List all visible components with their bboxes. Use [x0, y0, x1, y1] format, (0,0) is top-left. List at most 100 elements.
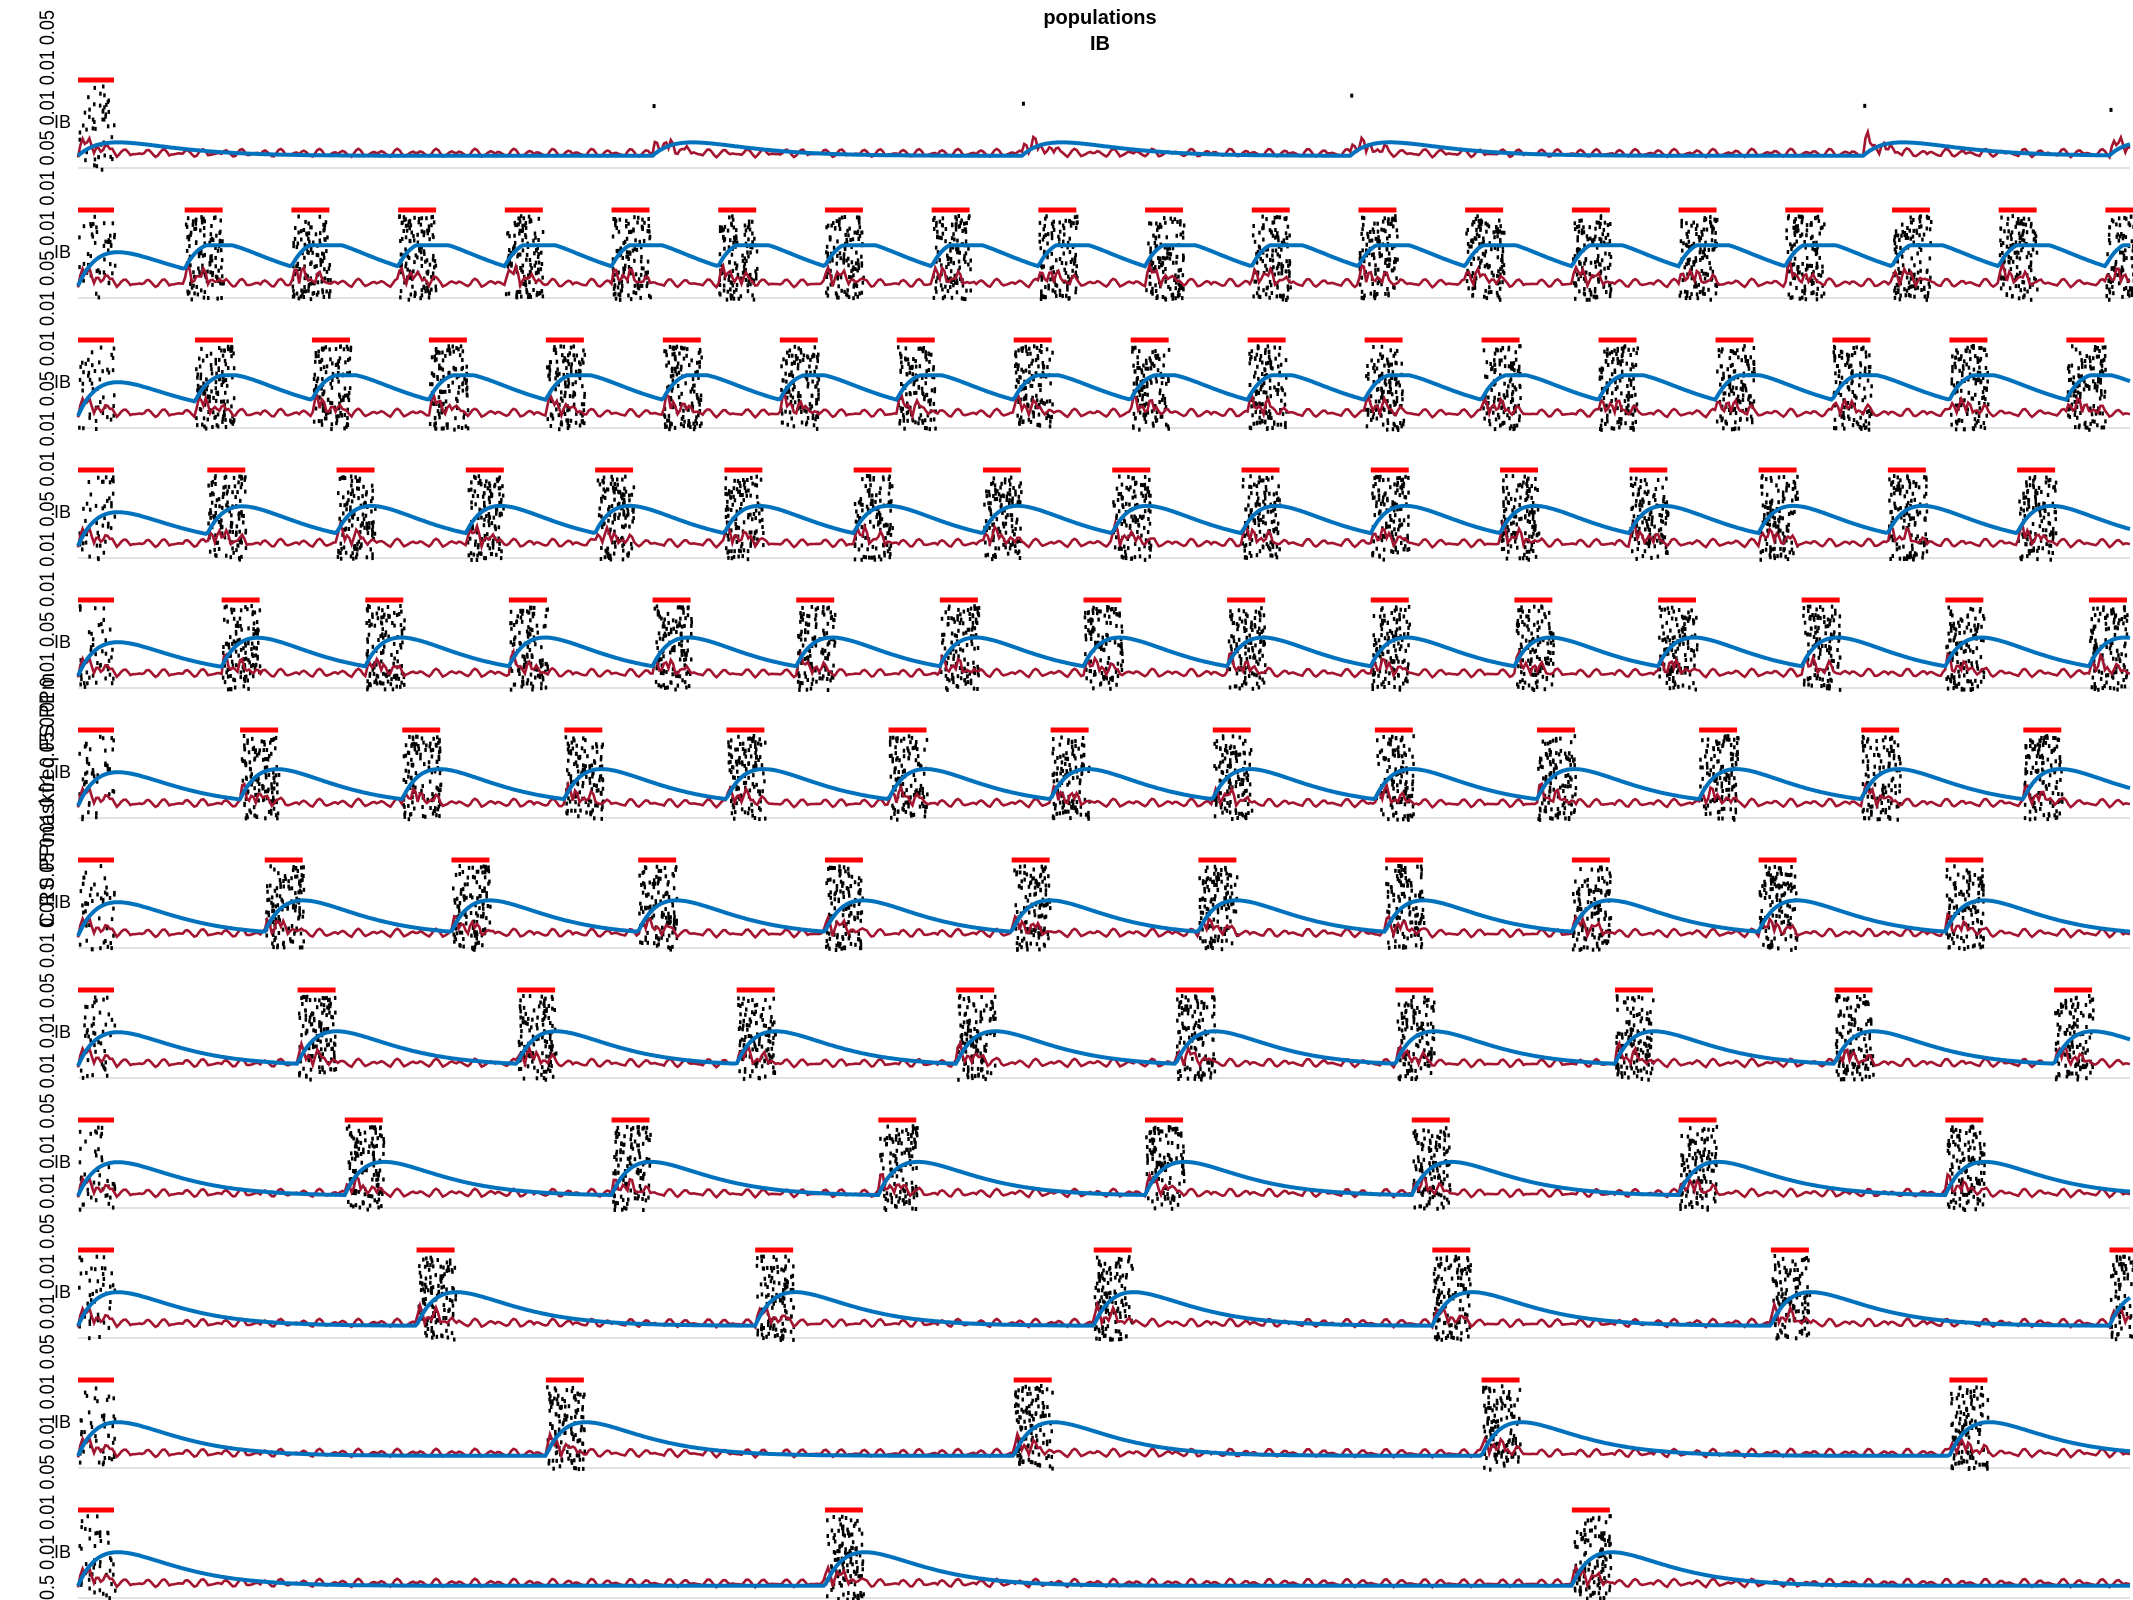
spike	[293, 236, 297, 241]
spike	[560, 422, 564, 427]
spike	[446, 422, 449, 427]
spike	[1401, 389, 1404, 394]
spike	[853, 281, 856, 286]
spike	[345, 424, 348, 429]
spike	[226, 344, 230, 349]
spike	[197, 250, 201, 255]
spike	[224, 474, 228, 479]
spike	[1511, 398, 1515, 403]
spike	[1606, 347, 1609, 352]
spike	[1277, 382, 1280, 387]
spike	[231, 546, 234, 551]
spike	[1731, 408, 1735, 413]
spike	[1377, 358, 1380, 363]
spike	[1793, 219, 1796, 224]
spike	[1599, 216, 1603, 220]
spike	[907, 361, 910, 366]
spike	[1063, 267, 1066, 272]
spike	[668, 424, 672, 429]
spike	[1394, 214, 1397, 219]
spike	[244, 475, 247, 480]
spike	[1051, 288, 1054, 293]
spike	[527, 295, 530, 299]
spike	[536, 246, 539, 251]
spike	[537, 270, 540, 275]
spike	[220, 265, 223, 270]
spike	[2011, 214, 2014, 219]
spike	[422, 233, 426, 238]
spike	[315, 379, 319, 384]
spike	[695, 415, 698, 420]
spike	[1265, 267, 1269, 272]
spike	[1177, 290, 1180, 295]
spike	[1713, 217, 1716, 222]
spike	[1155, 244, 1158, 249]
spike	[216, 412, 220, 417]
spike	[371, 488, 374, 493]
spike	[1278, 346, 1282, 350]
spike	[1271, 220, 1274, 225]
spike	[1741, 397, 1745, 402]
spike	[1603, 349, 1606, 354]
spike	[790, 361, 794, 366]
red-trace	[76, 258, 2131, 290]
spike	[754, 269, 757, 274]
spike	[323, 267, 326, 272]
spike	[1044, 285, 1047, 290]
spike	[684, 381, 687, 386]
spike	[642, 266, 645, 271]
spike	[1138, 349, 1141, 354]
spike	[414, 253, 418, 258]
spike	[201, 358, 205, 363]
spike	[399, 289, 403, 294]
spike	[89, 507, 92, 512]
spike	[469, 551, 473, 556]
spike	[1607, 266, 1610, 270]
spike	[935, 279, 938, 284]
spike	[529, 262, 532, 267]
spike	[1136, 365, 1139, 370]
spike	[212, 395, 215, 400]
spike	[188, 244, 191, 249]
spike	[1363, 293, 1366, 298]
spike	[1281, 264, 1285, 269]
spike	[88, 415, 91, 420]
spike	[1578, 218, 1581, 223]
spike	[1374, 271, 1377, 276]
spike	[744, 277, 748, 282]
spike	[1682, 241, 1685, 246]
spike	[1358, 282, 1362, 287]
spike	[230, 513, 233, 518]
spike	[215, 423, 219, 428]
spike	[461, 388, 465, 393]
spike	[1477, 256, 1480, 261]
spike	[2092, 356, 2095, 361]
spike	[1149, 377, 1152, 382]
spike	[1928, 256, 1932, 261]
spike	[1173, 217, 1177, 222]
spike	[1797, 228, 1800, 233]
spike	[1256, 364, 1259, 369]
spike	[1132, 347, 1135, 352]
spike	[642, 239, 646, 243]
spike	[950, 295, 954, 300]
spike	[1500, 230, 1503, 235]
spike	[825, 275, 829, 279]
spike	[788, 410, 792, 415]
spike	[1256, 420, 1259, 425]
spike	[1260, 418, 1264, 423]
spike	[1793, 233, 1797, 237]
spike	[1483, 416, 1486, 421]
spike	[1051, 224, 1055, 229]
spike	[98, 270, 101, 275]
spike	[1833, 354, 1836, 358]
spike	[1739, 400, 1742, 405]
spike	[1966, 345, 1969, 350]
spike	[2117, 281, 2121, 286]
spike	[629, 230, 633, 234]
spike	[1385, 247, 1389, 252]
spike	[1254, 410, 1257, 415]
spike	[1259, 409, 1262, 414]
spike	[1818, 231, 1821, 236]
spike	[1913, 272, 1916, 277]
